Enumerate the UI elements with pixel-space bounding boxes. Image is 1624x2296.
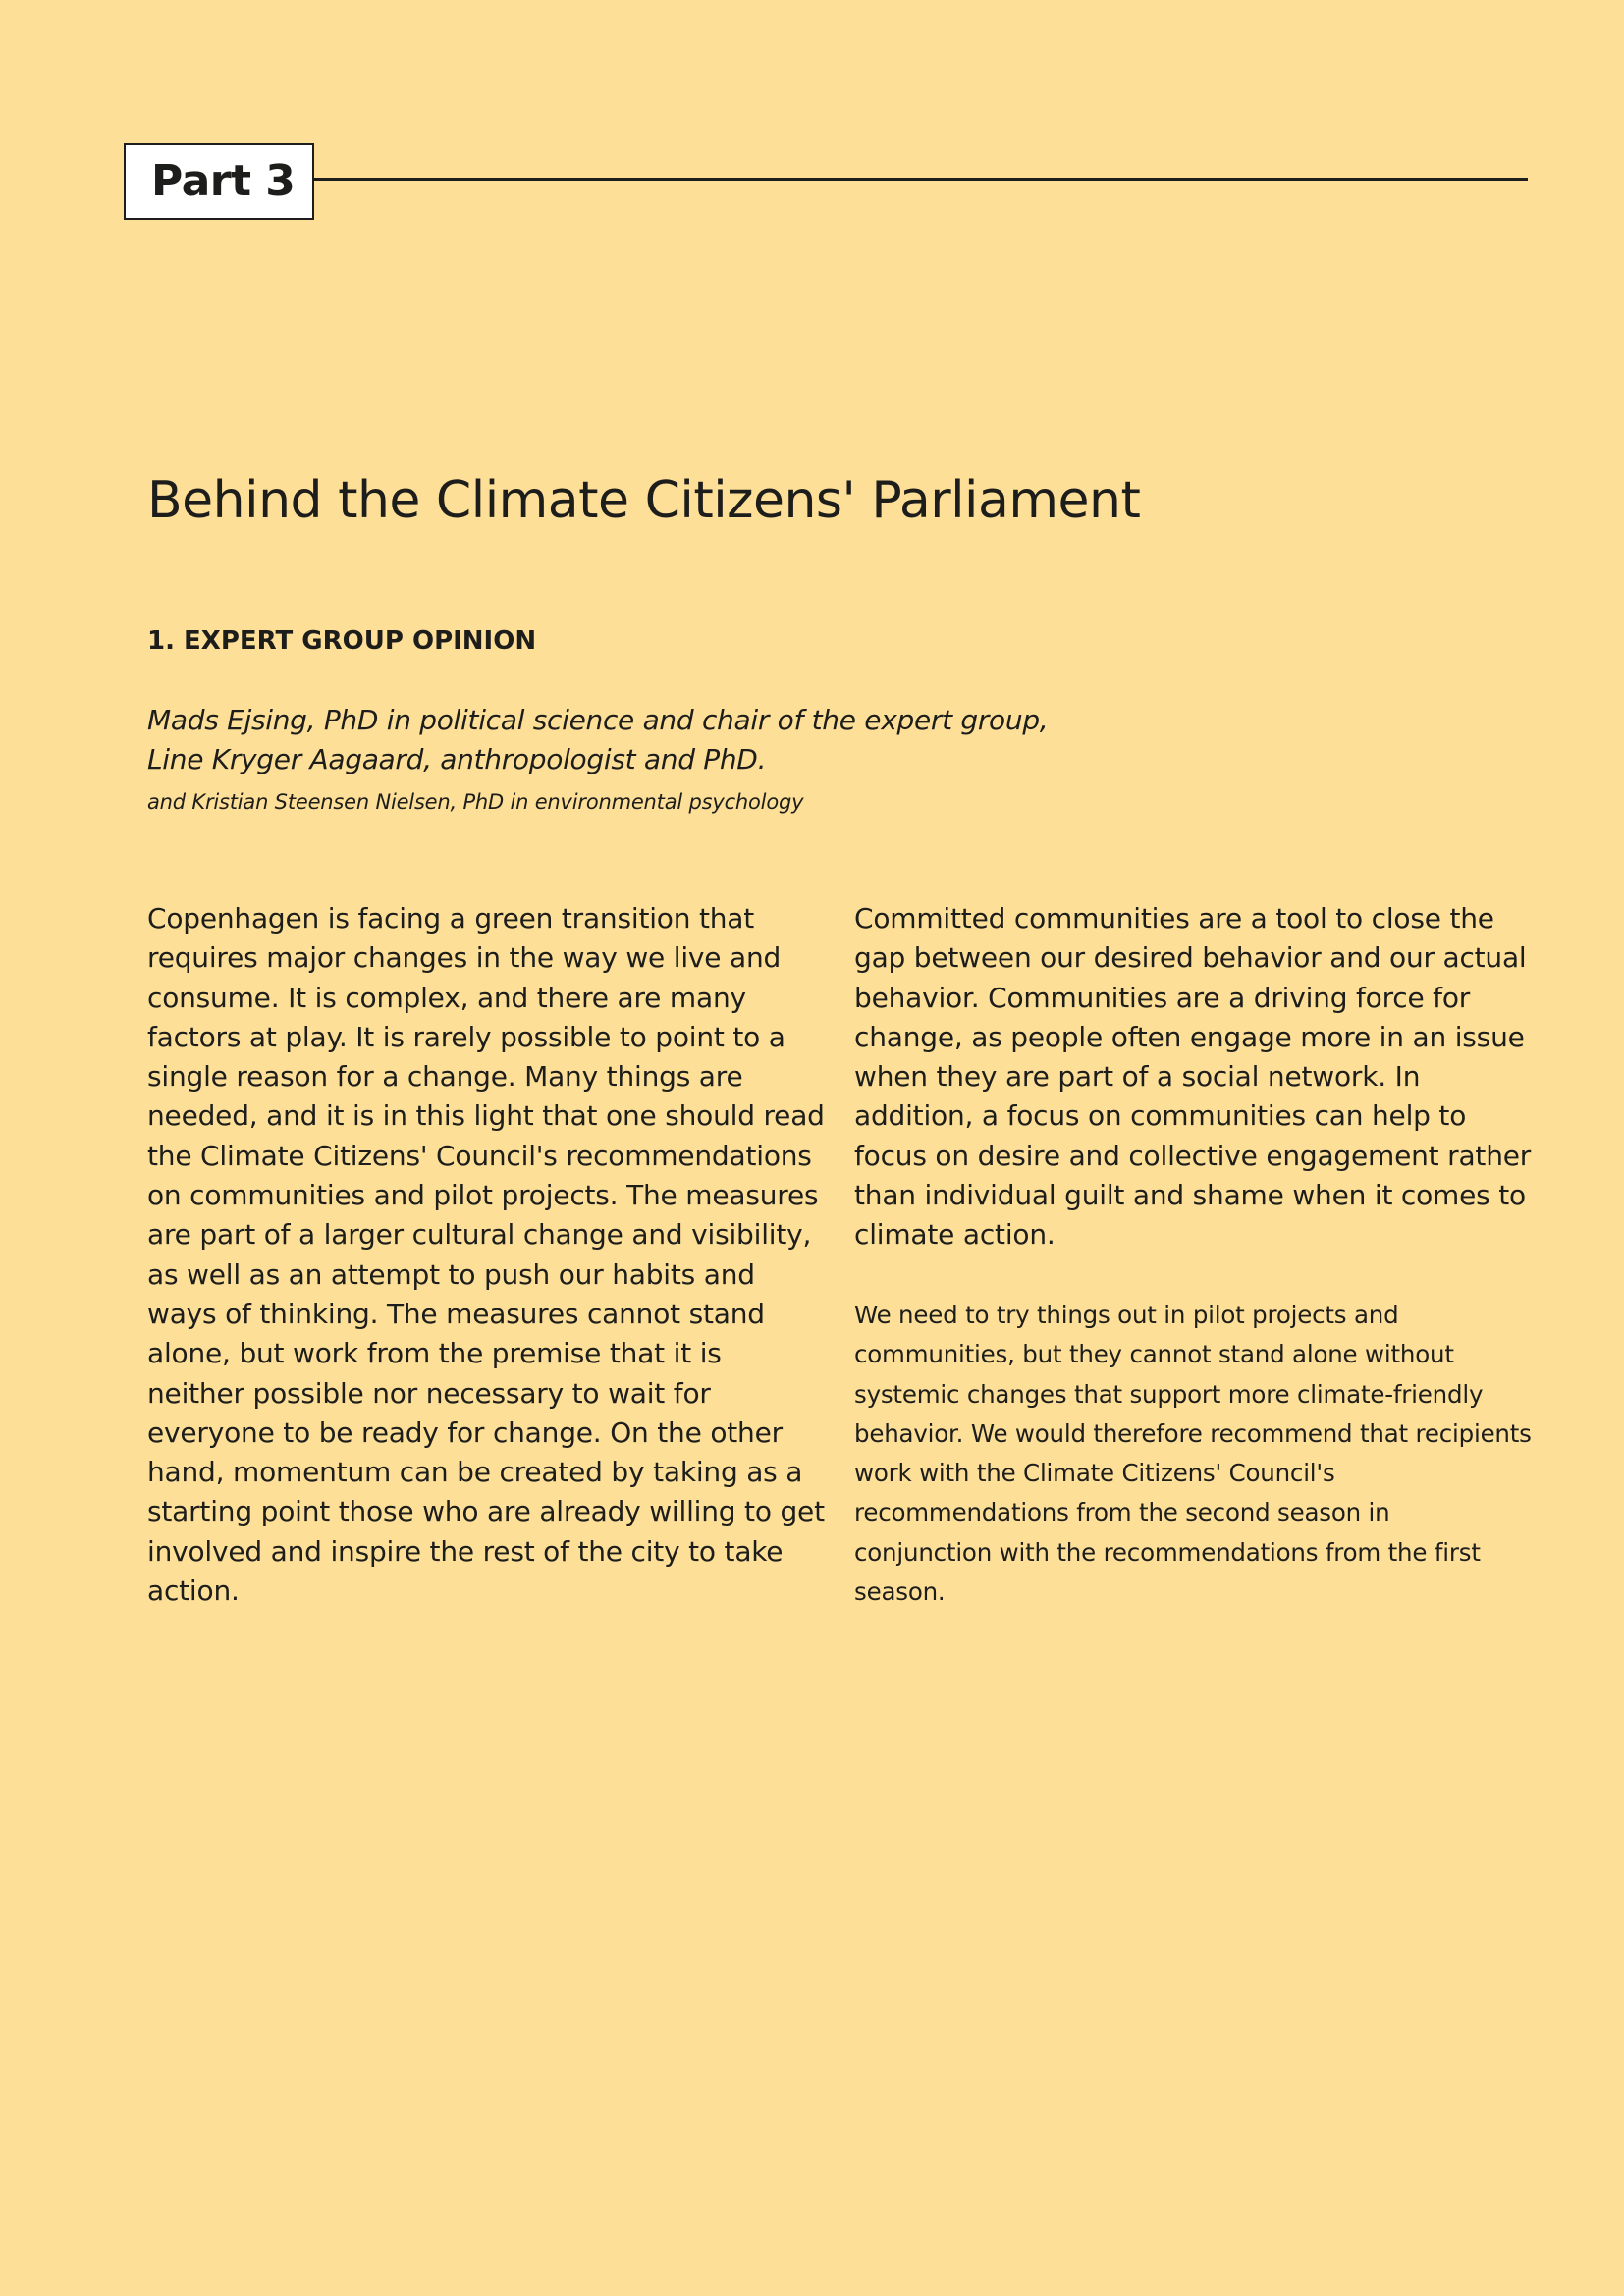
body-paragraph-right-bottom: We need to try things out in pilot proje…: [854, 1301, 1532, 1607]
body-paragraph-right-top: Committed communities are a tool to clos…: [854, 902, 1532, 1252]
authors-line: Mads Ejsing, PhD in political science an…: [147, 704, 1049, 775]
page-title: Behind the Climate Citizens' Parliament: [147, 471, 1141, 530]
authors-extra-line: and Kristian Steensen Nielsen, PhD in en…: [147, 790, 804, 814]
body-paragraph-left: Copenhagen is facing a green transition …: [147, 902, 825, 1608]
part-label: Part 3: [151, 156, 296, 206]
part-label-box: Part 3: [124, 143, 314, 220]
section-heading: 1. EXPERT GROUP OPINION: [147, 626, 537, 656]
part-header: Part 3: [124, 143, 1528, 220]
part-header-rule: [314, 178, 1528, 181]
